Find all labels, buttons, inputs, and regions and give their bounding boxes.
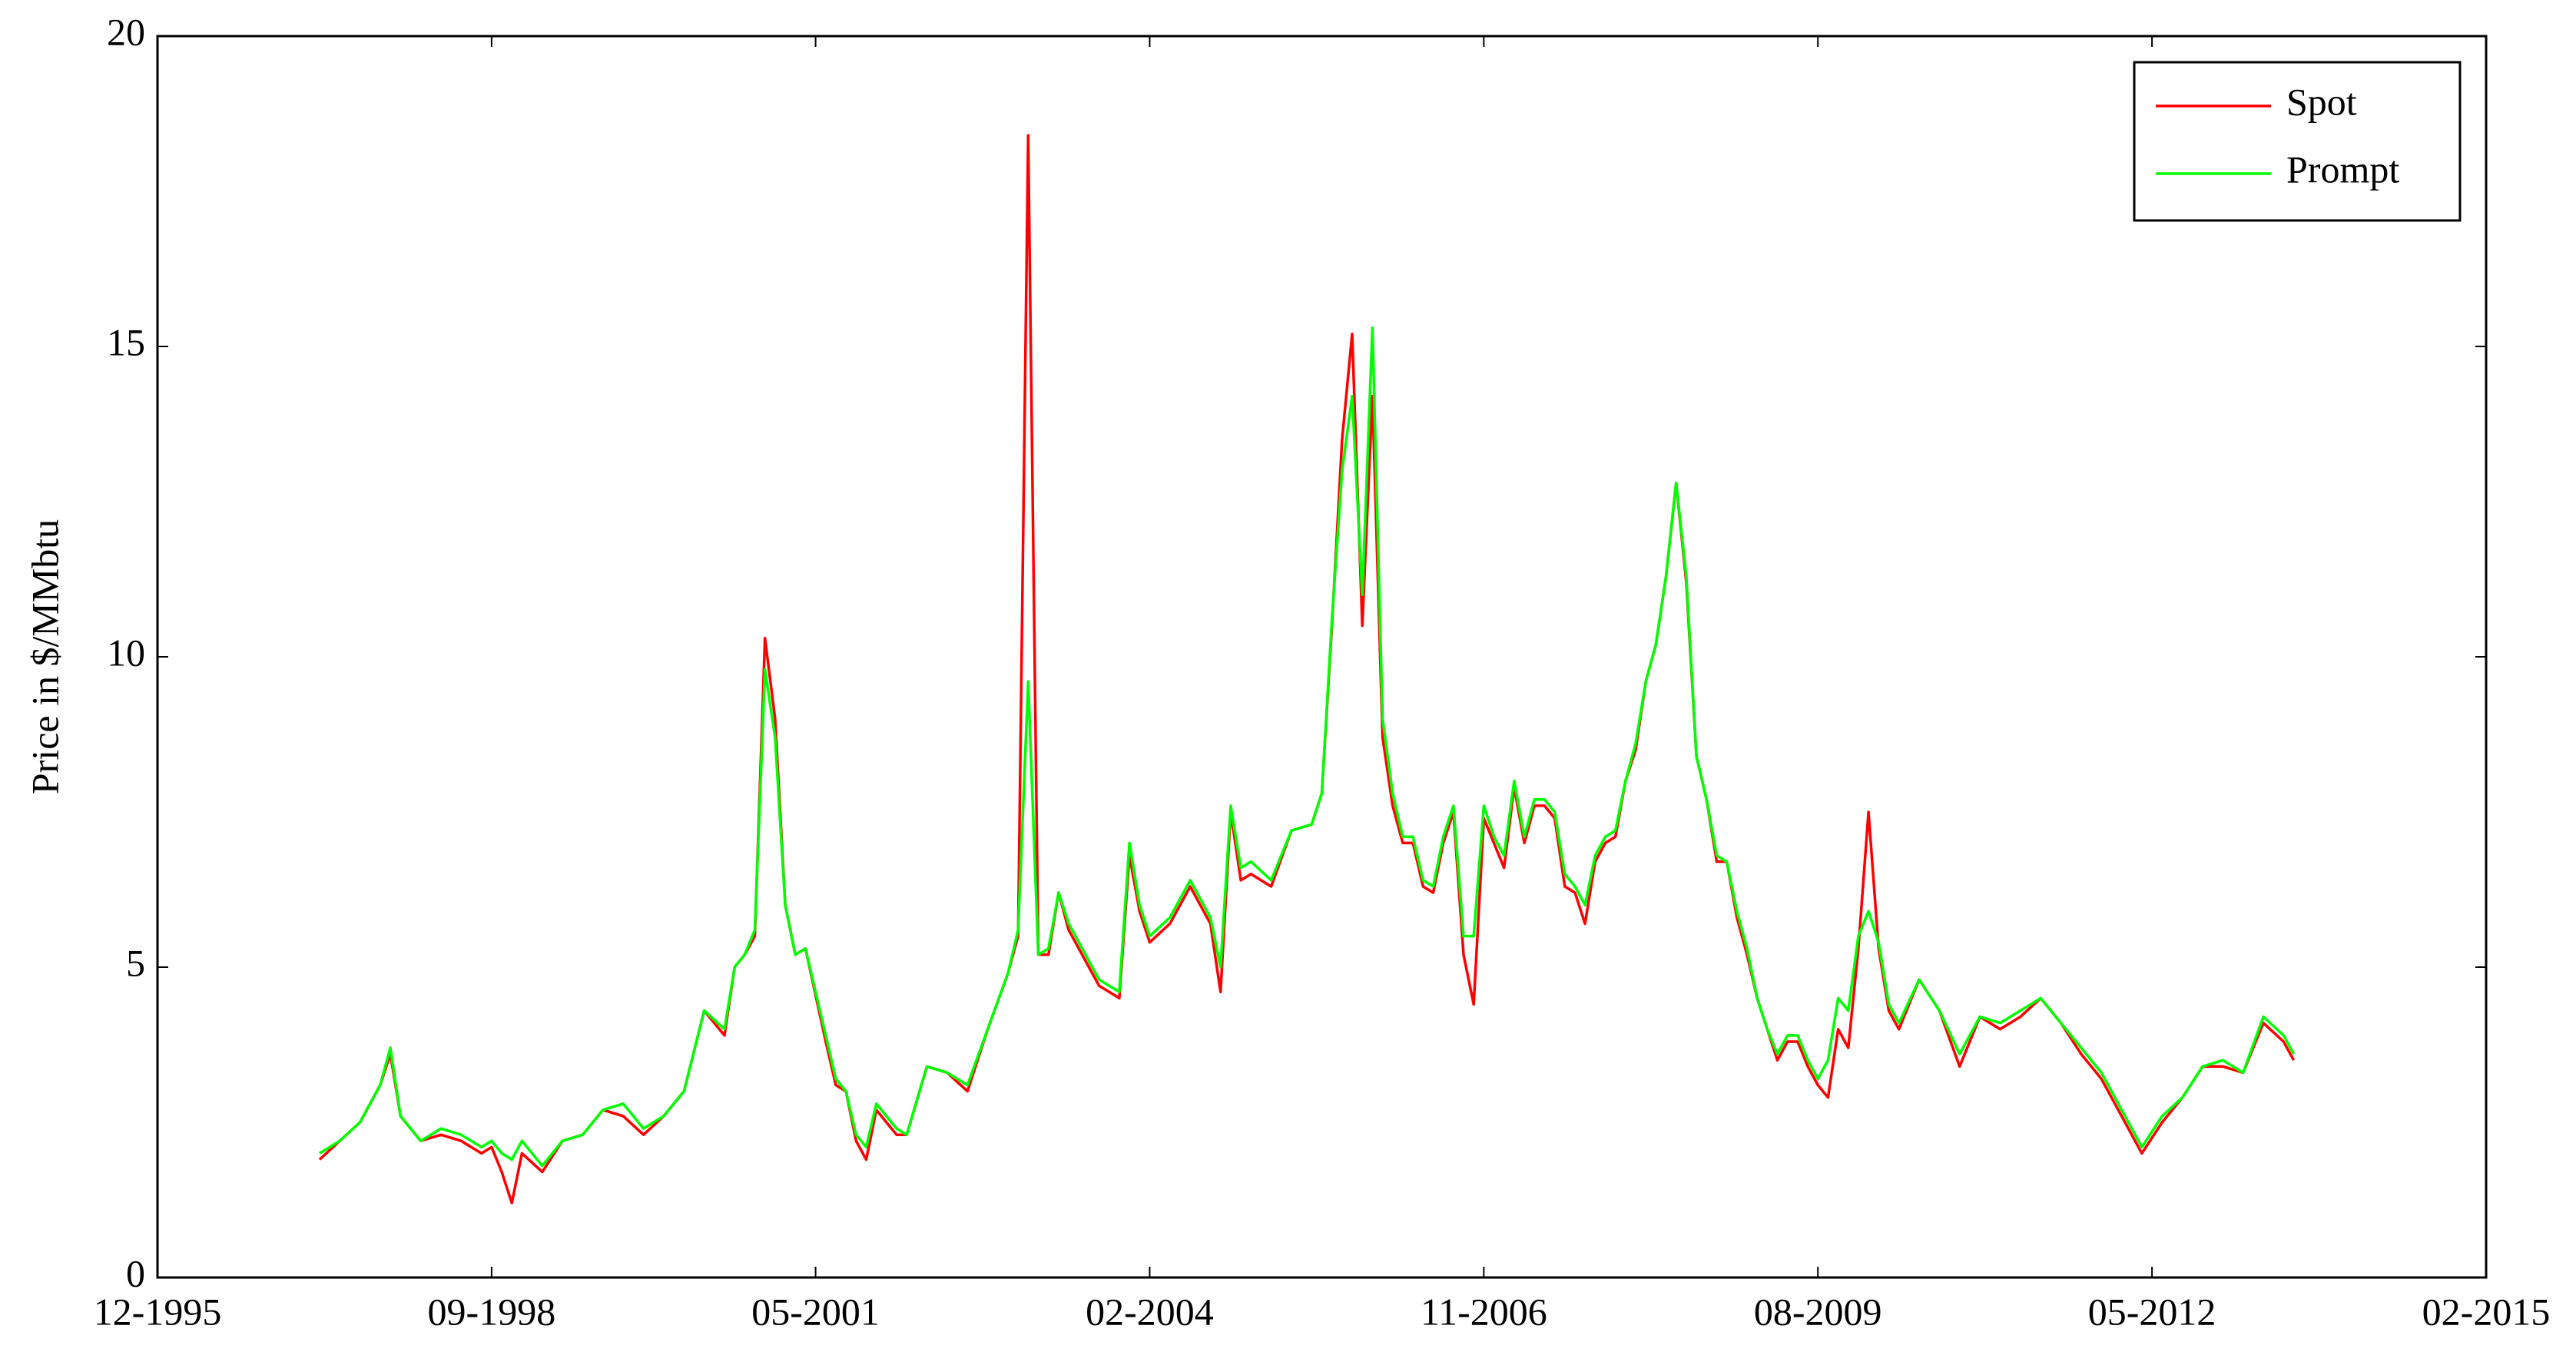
series-line xyxy=(318,134,2296,1205)
x-tick-label: 09-1998 xyxy=(428,1290,556,1333)
legend-box xyxy=(2133,61,2462,222)
x-tick-label: 12-1995 xyxy=(94,1290,222,1333)
x-tick-label: 05-2012 xyxy=(2088,1290,2216,1333)
x-tick-label: 02-2015 xyxy=(2422,1290,2551,1333)
legend-label: Spot xyxy=(2286,80,2357,123)
y-tick-label: 10 xyxy=(107,631,145,674)
y-tick-label: 0 xyxy=(126,1251,145,1294)
y-tick-label: 20 xyxy=(107,10,145,53)
y-tick-label: 5 xyxy=(126,941,145,984)
x-tick-label: 08-2009 xyxy=(1754,1290,1882,1333)
x-tick-label: 11-2006 xyxy=(1421,1290,1547,1333)
series-line xyxy=(318,326,2296,1168)
y-tick-label: 15 xyxy=(107,320,145,363)
legend-label: Prompt xyxy=(2286,147,2399,191)
plot-frame xyxy=(156,35,2488,1279)
x-tick-label: 02-2004 xyxy=(1086,1290,1214,1333)
y-axis-label: Price in $/MMbtu xyxy=(23,519,66,794)
x-tick-label: 05-2001 xyxy=(751,1290,880,1333)
